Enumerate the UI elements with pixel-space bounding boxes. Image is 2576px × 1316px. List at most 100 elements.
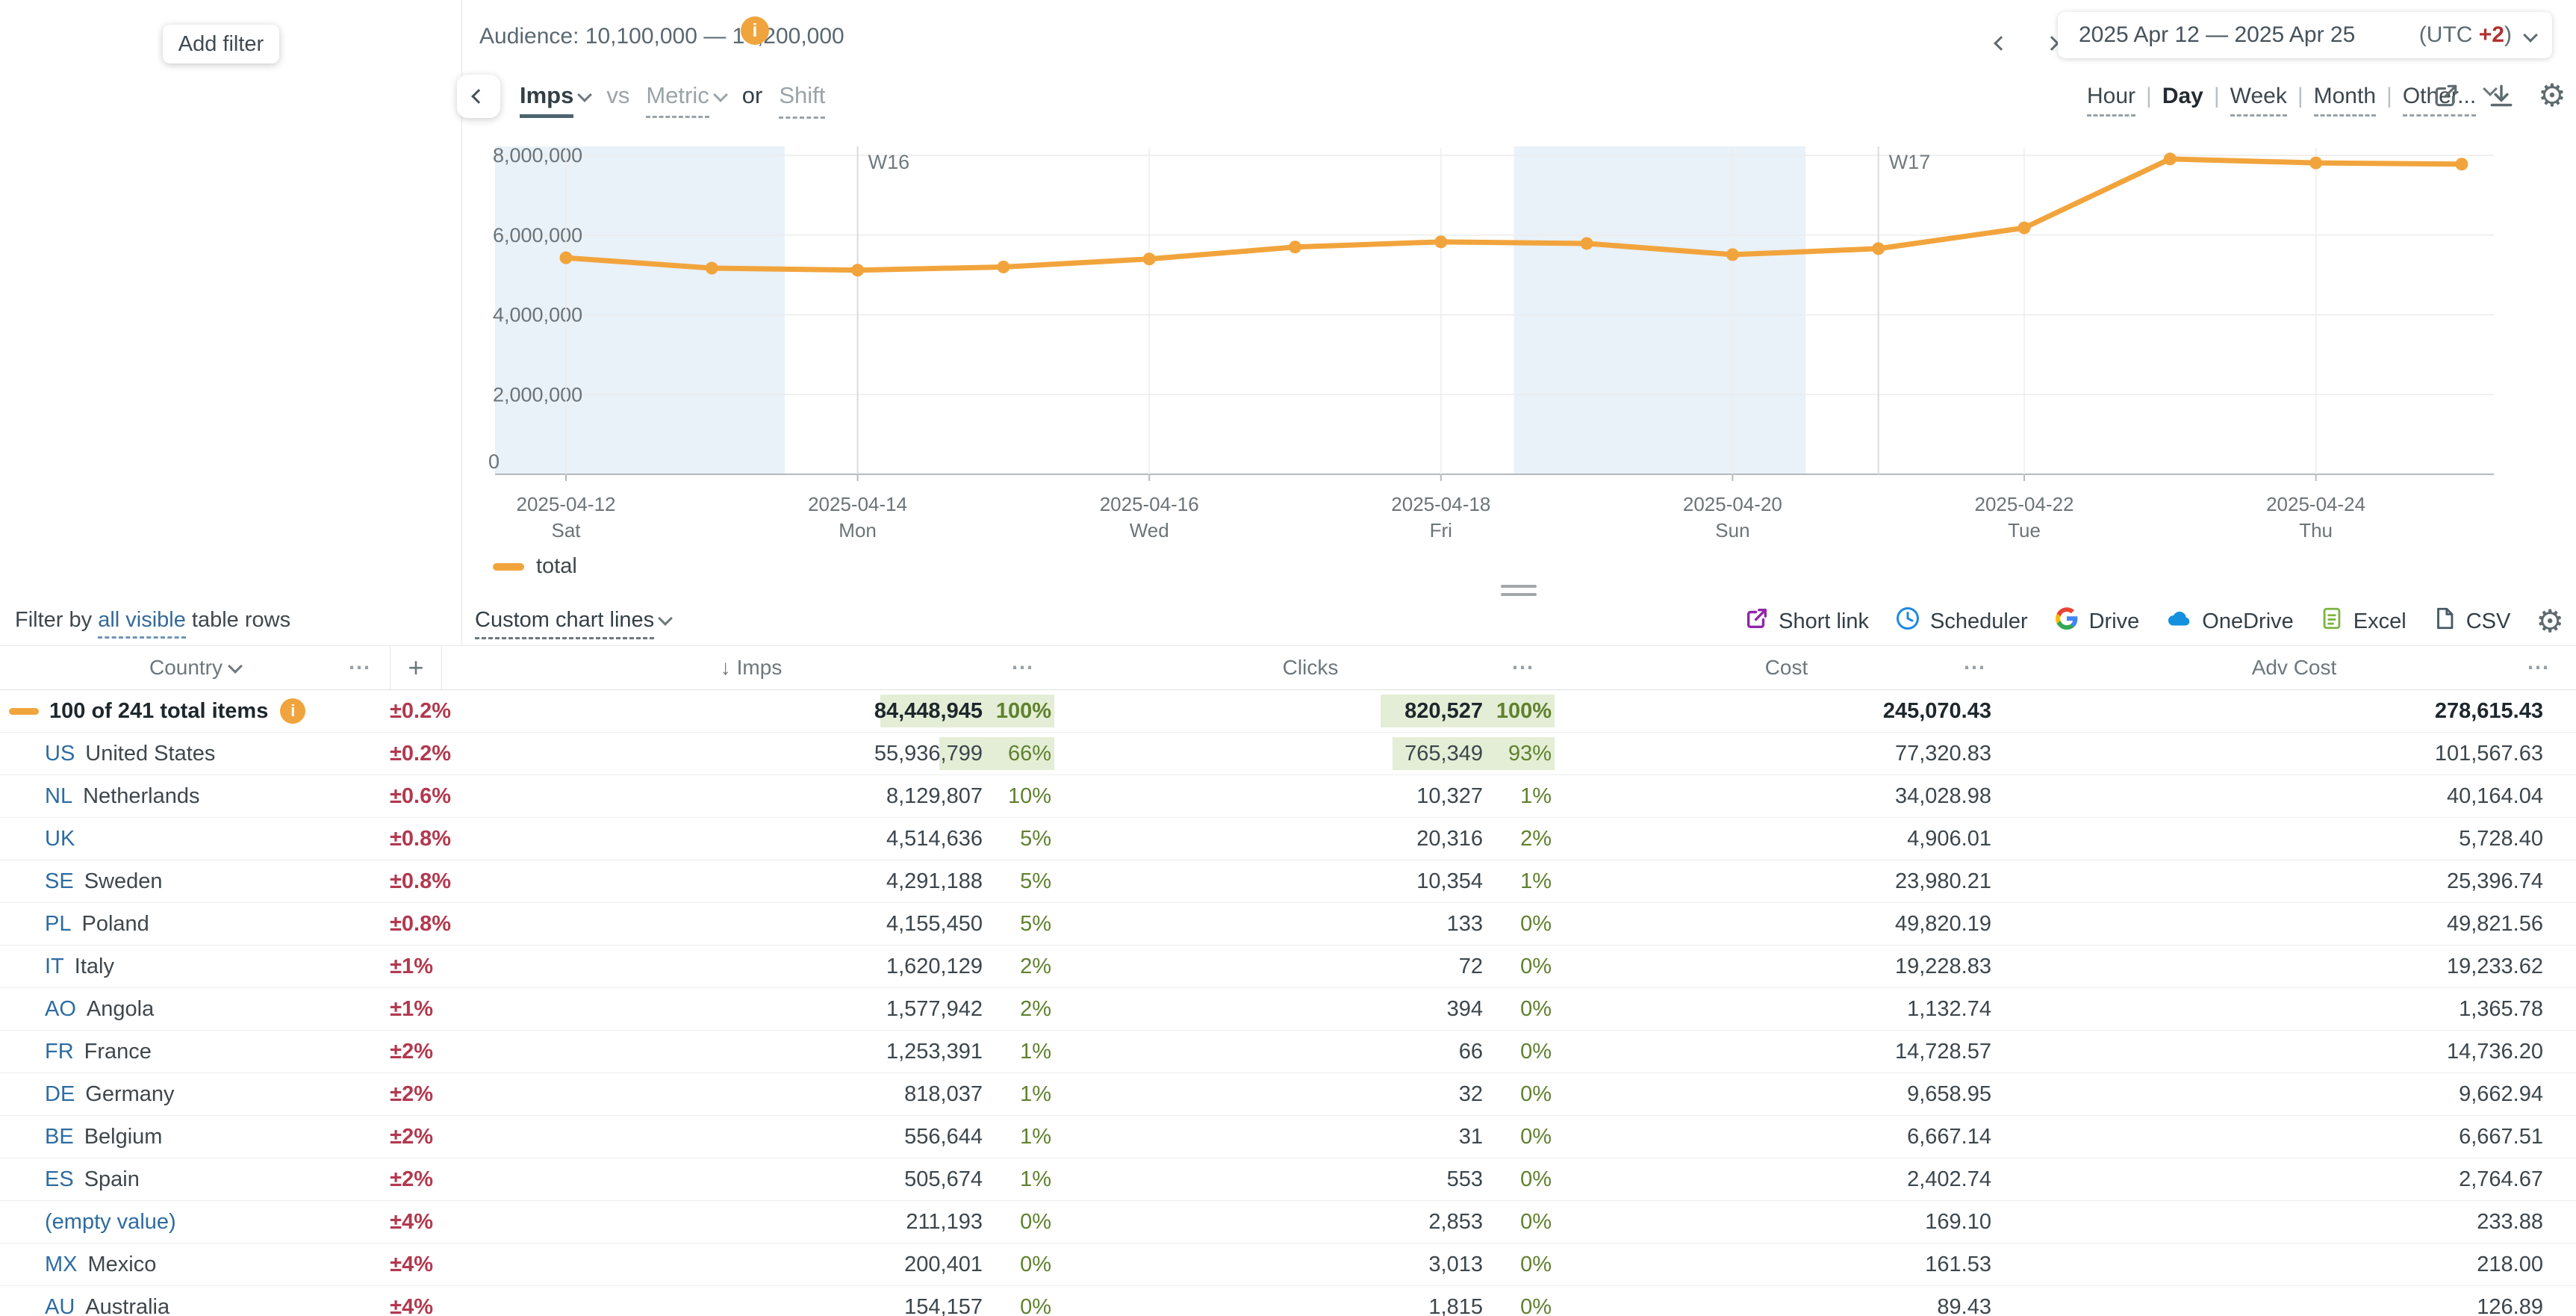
- add-filter-button[interactable]: Add filter: [163, 25, 279, 63]
- primary-metric-select[interactable]: Imps: [520, 82, 593, 118]
- shift-toggle[interactable]: Shift: [779, 82, 826, 119]
- country-name: United States: [85, 741, 216, 766]
- audience-info-icon[interactable]: i: [741, 16, 769, 45]
- adv-cost-value: 233.88: [2477, 1209, 2543, 1234]
- export-excel-button[interactable]: Excel: [2319, 606, 2407, 637]
- country-column-menu[interactable]: ⋯: [348, 655, 372, 680]
- data-point[interactable]: [1142, 252, 1156, 266]
- compare-metric-select[interactable]: Metric: [646, 82, 728, 118]
- data-point[interactable]: [1872, 242, 1885, 255]
- data-point[interactable]: [2309, 156, 2323, 170]
- adv-cost-column-menu[interactable]: ⋯: [2527, 655, 2551, 680]
- metric-value: 31: [1458, 1124, 1483, 1149]
- table-row: PL Poland ±0.8% 4,155,450 5% 133 0% 49,820.19 49…: [0, 903, 2576, 946]
- chart-resize-handle[interactable]: [1501, 585, 1537, 601]
- column-header-cost[interactable]: Cost ⋯: [1764, 655, 1987, 680]
- data-point[interactable]: [1434, 235, 1448, 249]
- adv-cost-value: 19,233.62: [2446, 954, 2543, 978]
- timeseries-chart[interactable]: 0 2,000,000 4,000,000 6,000,000 8,000,000 202…: [461, 125, 2576, 544]
- imps-column-menu[interactable]: ⋯: [1011, 655, 1035, 680]
- or-label: or: [741, 82, 763, 108]
- metric-value: 1,577,942: [886, 996, 983, 1021]
- data-point[interactable]: [997, 260, 1010, 273]
- country-code-link[interactable]: BE: [45, 1124, 74, 1149]
- clicks-cell: 133 0%: [1060, 903, 1561, 945]
- granularity-week[interactable]: Week: [2230, 84, 2287, 117]
- column-header-country[interactable]: Country ⋯: [149, 655, 372, 680]
- country-code-link[interactable]: MX: [45, 1252, 78, 1276]
- collapse-panel-button[interactable]: [457, 75, 500, 118]
- column-header-imps[interactable]: ↓ Imps ⋯: [720, 655, 1035, 680]
- gear-icon: ⚙: [2536, 603, 2564, 639]
- country-code-link[interactable]: FR: [45, 1039, 74, 1064]
- chart-legend[interactable]: total: [493, 554, 577, 579]
- clicks-column-menu[interactable]: ⋯: [1511, 655, 1535, 680]
- data-point[interactable]: [559, 251, 573, 264]
- add-column-button[interactable]: +: [390, 646, 442, 689]
- country-code-link[interactable]: DE: [45, 1081, 75, 1106]
- country-code-link[interactable]: SE: [45, 869, 74, 893]
- export-onedrive-button[interactable]: OneDrive: [2165, 604, 2294, 639]
- date-range-picker[interactable]: 2025 Apr 12 — 2025 Apr 25 (UTC +2): [2058, 12, 2552, 58]
- date-prev-button[interactable]: [1986, 28, 2016, 58]
- data-point[interactable]: [851, 264, 865, 277]
- x-axis-day-label: Sun: [1715, 519, 1749, 541]
- granularity-hour[interactable]: Hour: [2087, 84, 2136, 117]
- download-chart-button[interactable]: [2483, 78, 2519, 114]
- granularity-month[interactable]: Month: [2313, 84, 2377, 117]
- country-code-link[interactable]: US: [45, 741, 75, 766]
- cost-column-menu[interactable]: ⋯: [1963, 655, 1987, 680]
- cost-value: 161.53: [1925, 1252, 1991, 1276]
- table-settings-button[interactable]: ⚙: [2536, 606, 2564, 637]
- data-point[interactable]: [1289, 240, 1301, 254]
- export-csv-button[interactable]: CSV: [2432, 606, 2510, 637]
- country-code-link[interactable]: IT: [45, 954, 64, 978]
- adv-cost-value: 49,821.56: [2446, 911, 2543, 936]
- metric-value: 133: [1446, 911, 1483, 936]
- data-point[interactable]: [2017, 221, 2031, 235]
- imps-cell: 1,620,129 2%: [442, 946, 1060, 987]
- error-margin-value: ±0.2%: [390, 741, 452, 766]
- download-icon: [2490, 84, 2513, 107]
- export-short-link-button[interactable]: Short link: [1744, 606, 1869, 637]
- open-chart-new-window-button[interactable]: [2428, 78, 2464, 114]
- total-info-icon[interactable]: i: [280, 698, 306, 724]
- x-axis-date-label: 2025-04-12: [517, 493, 616, 515]
- country-code-link[interactable]: PL: [45, 911, 72, 936]
- export-scheduler-button[interactable]: Scheduler: [1894, 605, 2028, 638]
- export-drive-button[interactable]: Drive: [2053, 605, 2139, 638]
- metric-percent: 1%: [1020, 1167, 1051, 1191]
- table-row: MX Mexico ±4% 200,401 0% 3,013 0% 161.53 218.00: [0, 1244, 2576, 1286]
- granularity-day[interactable]: Day: [2162, 84, 2203, 108]
- country-code-link[interactable]: AU: [45, 1294, 75, 1316]
- weekend-band: [495, 146, 785, 474]
- column-header-adv-cost[interactable]: Adv Cost ⋯: [2251, 655, 2551, 680]
- clicks-cell: 10,327 1%: [1060, 775, 1561, 817]
- legend-swatch-total: [493, 562, 524, 571]
- custom-chart-lines-select[interactable]: Custom chart lines: [475, 608, 673, 639]
- country-code-link[interactable]: AO: [45, 996, 76, 1021]
- table-total-row: 100 of 241 total items i ±0.2% 84,448,945 10…: [0, 690, 2576, 733]
- error-margin-value: ±4%: [390, 1252, 433, 1276]
- country-code-link[interactable]: ES: [45, 1167, 74, 1191]
- gear-icon: ⚙: [2538, 78, 2566, 113]
- data-point[interactable]: [2455, 158, 2468, 171]
- adv-cost-value: 40,164.04: [2446, 783, 2543, 808]
- column-header-clicks[interactable]: Clicks ⋯: [1282, 655, 1535, 680]
- data-point[interactable]: [705, 261, 718, 275]
- data-point[interactable]: [1726, 248, 1739, 261]
- audience-range-label: Audience: 10,100,000 — 10,200,000: [479, 24, 844, 49]
- metric-percent: 0%: [1520, 1039, 1552, 1064]
- country-code-link[interactable]: UK: [45, 826, 75, 851]
- data-point[interactable]: [1580, 237, 1593, 250]
- country-name: Australia: [85, 1294, 170, 1316]
- adv-cost-value: 2,764.67: [2459, 1167, 2543, 1191]
- country-code-link[interactable]: NL: [45, 783, 73, 808]
- onedrive-cloud-icon: [2165, 604, 2193, 639]
- metric-value: 4,155,450: [886, 911, 983, 936]
- metric-percent: 0%: [1020, 1294, 1051, 1316]
- chart-settings-button[interactable]: ⚙: [2534, 78, 2570, 114]
- empty-value-link[interactable]: (empty value): [45, 1209, 176, 1234]
- all-visible-link[interactable]: all visible: [98, 608, 186, 639]
- data-point[interactable]: [2163, 152, 2177, 166]
